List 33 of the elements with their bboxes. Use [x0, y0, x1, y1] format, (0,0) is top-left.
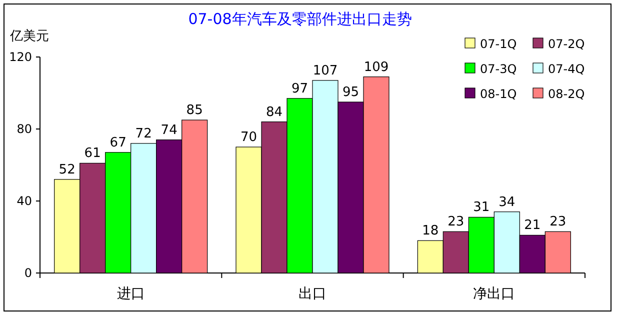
y-axis-title: 亿美元: [9, 28, 49, 44]
data-label: 18: [422, 224, 439, 239]
y-tick-label: 0: [24, 266, 32, 280]
chart-title: 07-08年汽车及零部件进出口走势: [188, 10, 412, 28]
legend-label: 08-2Q: [548, 87, 585, 101]
legend-label: 07-4Q: [548, 62, 585, 76]
data-label: 107: [312, 63, 338, 78]
data-label: 23: [448, 214, 464, 230]
legend-label: 07-3Q: [480, 62, 517, 76]
x-tick-label: 进口: [116, 286, 145, 302]
data-label: 72: [135, 126, 152, 142]
data-label: 52: [58, 162, 76, 178]
data-label: 34: [498, 194, 516, 210]
y-tick-label: 40: [16, 194, 32, 208]
data-label: 70: [240, 130, 258, 145]
data-label: 23: [550, 214, 566, 230]
legend-label: 07-2Q: [548, 37, 585, 51]
data-label: 67: [110, 135, 126, 150]
legend-label: 07-1Q: [480, 37, 517, 51]
data-label: 85: [186, 103, 203, 118]
data-label: 61: [84, 146, 101, 162]
data-label: 31: [473, 200, 490, 216]
data-label: 74: [160, 122, 178, 138]
legend-label: 08-1Q: [480, 87, 517, 101]
data-label: 97: [291, 81, 308, 96]
data-label: 109: [364, 60, 389, 75]
data-label: 21: [524, 218, 541, 234]
y-tick-label: 120: [9, 50, 32, 64]
data-label: 95: [342, 85, 360, 100]
x-tick-label: 出口: [298, 286, 326, 302]
data-label: 84: [266, 104, 283, 120]
x-tick-label: 净出口: [473, 286, 516, 302]
y-tick-label: 80: [16, 122, 32, 136]
